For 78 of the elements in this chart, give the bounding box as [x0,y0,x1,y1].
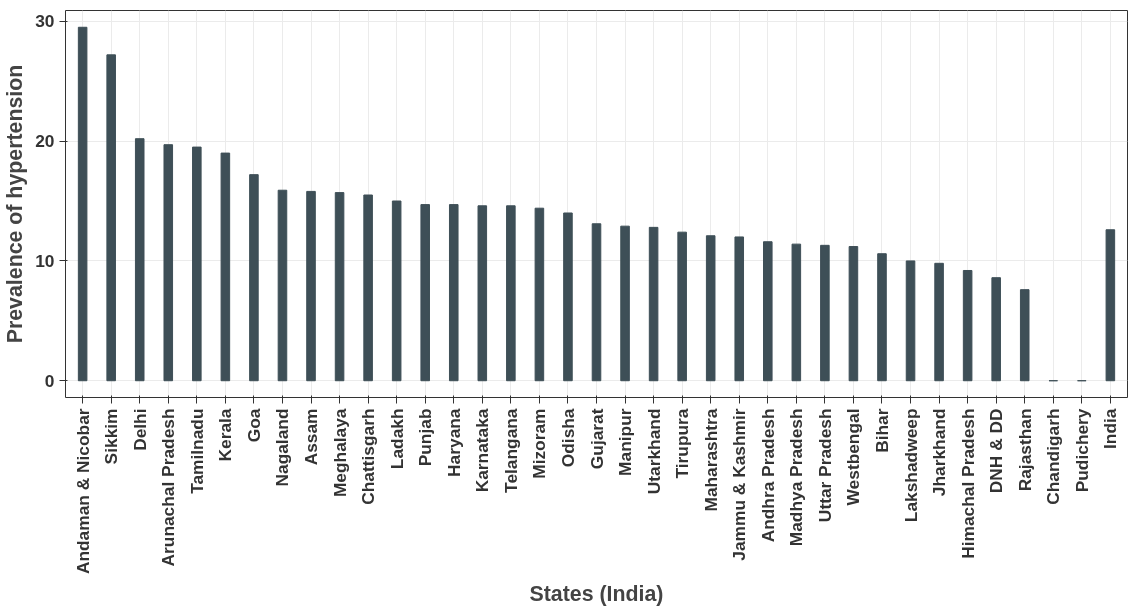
x-tick-label: Ladakh [386,408,407,470]
bar [648,226,659,382]
x-tick-label: Jharkhand [929,408,950,497]
x-tick-label: Chattisgarh [358,408,379,505]
x-tick-label: Rajasthan [1014,408,1035,492]
x-tick-label: India [1100,408,1121,449]
bar [1019,289,1030,382]
x-tick-label: Lakshadweep [900,408,921,523]
bar [877,253,887,382]
x-tick-label: Kerala [215,408,236,462]
bar [591,223,602,382]
x-tick-label: Karnataka [472,408,493,493]
bar [1105,229,1116,382]
bar [563,212,573,382]
bar [448,204,459,382]
y-tick-label: 10 [35,250,55,271]
bar [991,277,1001,382]
bar [306,190,316,382]
bar [163,144,174,382]
y-tick-label: 20 [35,131,55,152]
x-tick-label: Assam [301,408,322,466]
x-tick-label: Delhi [129,408,150,451]
x-tick-label: Andaman & Nicobar [72,408,93,575]
bar [391,200,402,382]
y-axis-title: Prevalence of hypertension [3,64,28,344]
x-tick-label: Tamilnadu [186,408,207,494]
bar [934,262,944,382]
bar [734,236,745,382]
x-tick-label: Andhra Pradesh [757,408,778,543]
bar [820,244,830,382]
x-tick-label: Madhya Pradesh [786,408,807,547]
bar [277,189,288,382]
x-tick-label: Sikkim [101,408,122,465]
bar [420,204,430,382]
bar [77,26,88,382]
x-tick-label: Maharashtra [700,408,721,512]
x-tick-label: Goa [243,408,264,443]
bar [677,231,687,382]
y-tick-label: 0 [44,370,55,391]
bar [192,146,202,382]
x-tick-label: Utarkhand [643,408,664,495]
x-tick-label: DNH & DD [986,408,1007,494]
x-tick-label: Punjab [415,408,436,467]
x-tick-label: Tirupura [672,408,693,479]
bar [848,246,859,382]
bar [477,205,488,382]
x-tick-label: Jammu & Kashmir [729,408,750,561]
bar [334,192,345,382]
bar [220,152,231,382]
x-tick-label: Meghalaya [329,408,350,498]
x-tick-label: Nagaland [272,408,293,487]
x-tick-label: Odisha [557,408,578,468]
bar [534,207,545,382]
bar [134,138,145,382]
bar [763,241,773,382]
bar [791,243,802,382]
x-tick-label: Bihar [871,408,892,453]
bar [705,235,716,382]
x-tick-label: Gujarat [586,408,607,470]
y-tick-label: 30 [35,11,55,32]
x-tick-label: Telangana [500,408,521,493]
x-axis-title: States (India) [529,582,664,607]
bar [249,174,259,382]
x-tick-label: Westbengal [843,408,864,506]
x-tick-label: Mizoram [529,408,550,479]
x-tick-label: Haryana [443,408,464,477]
x-tick-label: Himachal Pradesh [957,408,978,559]
bar [106,54,116,382]
bar [962,270,973,382]
bar [506,205,516,382]
x-tick-label: Chandigarh [1043,408,1064,505]
x-tick-label: Manipur [615,408,636,476]
x-tick-label: Pudichery [1071,408,1092,493]
bar [620,225,630,382]
x-tick-label: Uttar Pradesh [814,408,835,523]
x-tick-label: Arunachal Pradesh [158,408,179,567]
bar [905,260,916,382]
bar [363,194,373,382]
